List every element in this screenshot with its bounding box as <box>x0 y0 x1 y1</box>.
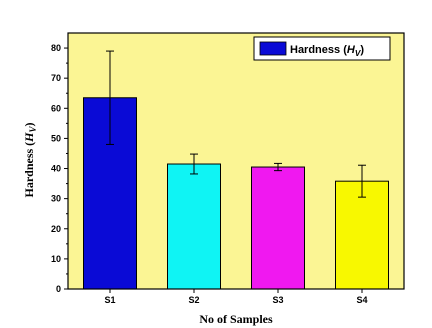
y-axis-title: Hardness (HV) <box>22 122 38 197</box>
y-tick-label-0: 0 <box>56 284 61 294</box>
y-tick-label-70: 70 <box>51 73 61 83</box>
legend-label: Hardness (HV) <box>290 44 364 58</box>
x-tick-label-s2: S2 <box>188 295 199 305</box>
y-tick-label-10: 10 <box>51 254 61 264</box>
legend: Hardness (HV) <box>253 36 391 61</box>
x-tick-label-s4: S4 <box>356 295 367 305</box>
bar-s3 <box>251 166 305 290</box>
axes-frame <box>67 32 405 290</box>
y-tick-label-30: 30 <box>51 194 61 204</box>
x-tick-label-s3: S3 <box>272 295 283 305</box>
error-bar-s3 <box>274 162 282 172</box>
error-bar-s2 <box>190 153 198 175</box>
y-tick-label-20: 20 <box>51 224 61 234</box>
y-tick-label-60: 60 <box>51 103 61 113</box>
legend-box <box>253 36 391 61</box>
x-axis-title: No of Samples <box>199 312 273 326</box>
x-tick-label-s1: S1 <box>104 295 115 305</box>
y-tick-label-80: 80 <box>51 43 61 53</box>
y-tick-label-40: 40 <box>51 164 61 174</box>
bar-s2 <box>167 163 221 290</box>
y-tick-label-50: 50 <box>51 133 61 143</box>
legend-swatch <box>259 41 287 56</box>
error-bar-s4 <box>358 164 366 198</box>
error-bar-s1 <box>106 50 114 145</box>
